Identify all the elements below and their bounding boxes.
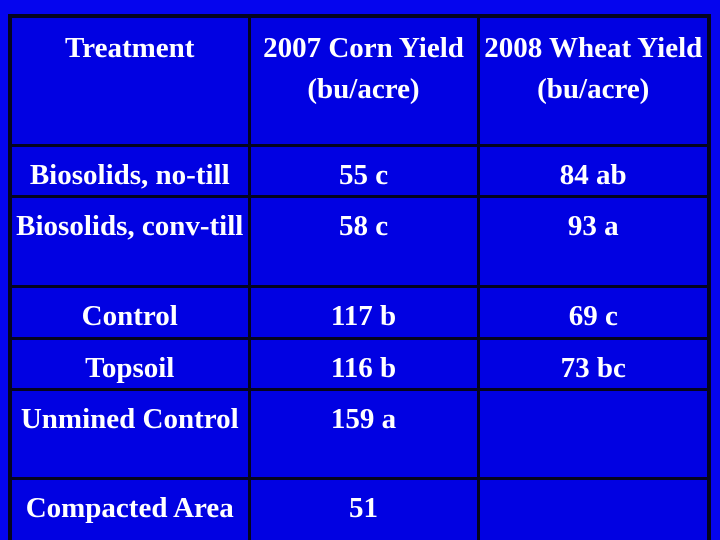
column-header-corn-yield: 2007 Corn Yield (bu/acre) xyxy=(247,14,480,147)
column-header-wheat-yield: 2008 Wheat Yield (bu/acre) xyxy=(476,14,711,147)
cell-corn-yield: 159 a xyxy=(247,388,480,481)
cell-wheat-yield xyxy=(476,388,711,481)
column-header-treatment: Treatment xyxy=(8,14,251,147)
yield-results-table: Treatment 2007 Corn Yield (bu/acre) 2008… xyxy=(8,14,711,540)
cell-corn-yield: 55 c xyxy=(247,143,480,199)
cell-treatment: Biosolids, conv-till xyxy=(8,195,251,289)
column-header-wheat-yield-subtitle: (bu/acre) xyxy=(537,72,650,105)
table-row: Biosolids, conv-till 58 c 93 a xyxy=(8,195,711,289)
table-row: Control 117 b 69 c xyxy=(8,285,711,340)
cell-corn-yield: 117 b xyxy=(247,285,480,340)
column-header-treatment-title: Treatment xyxy=(65,32,195,64)
header-row: Treatment 2007 Corn Yield (bu/acre) 2008… xyxy=(8,14,711,147)
table-row: Topsoil 116 b 73 bc xyxy=(8,336,711,392)
cell-treatment: Unmined Control xyxy=(8,388,251,481)
column-header-wheat-yield-title: 2008 Wheat Yield xyxy=(484,32,703,64)
cell-wheat-yield: 73 bc xyxy=(476,336,711,392)
cell-treatment: Compacted Area xyxy=(8,477,251,540)
cell-wheat-yield: 93 a xyxy=(476,195,711,289)
cell-treatment: Biosolids, no-till xyxy=(8,143,251,199)
cell-corn-yield: 116 b xyxy=(247,336,480,392)
column-header-corn-yield-subtitle: (bu/acre) xyxy=(307,72,420,105)
column-header-corn-yield-title: 2007 Corn Yield xyxy=(263,32,464,64)
table-row: Unmined Control 159 a xyxy=(8,388,711,481)
table-row: Compacted Area 51 xyxy=(8,477,711,540)
cell-treatment: Control xyxy=(8,285,251,340)
table-row: Biosolids, no-till 55 c 84 ab xyxy=(8,143,711,199)
cell-wheat-yield: 69 c xyxy=(476,285,711,340)
cell-corn-yield: 51 xyxy=(247,477,480,540)
cell-wheat-yield xyxy=(476,477,711,540)
cell-treatment: Topsoil xyxy=(8,336,251,392)
cell-wheat-yield: 84 ab xyxy=(476,143,711,199)
cell-corn-yield: 58 c xyxy=(247,195,480,289)
